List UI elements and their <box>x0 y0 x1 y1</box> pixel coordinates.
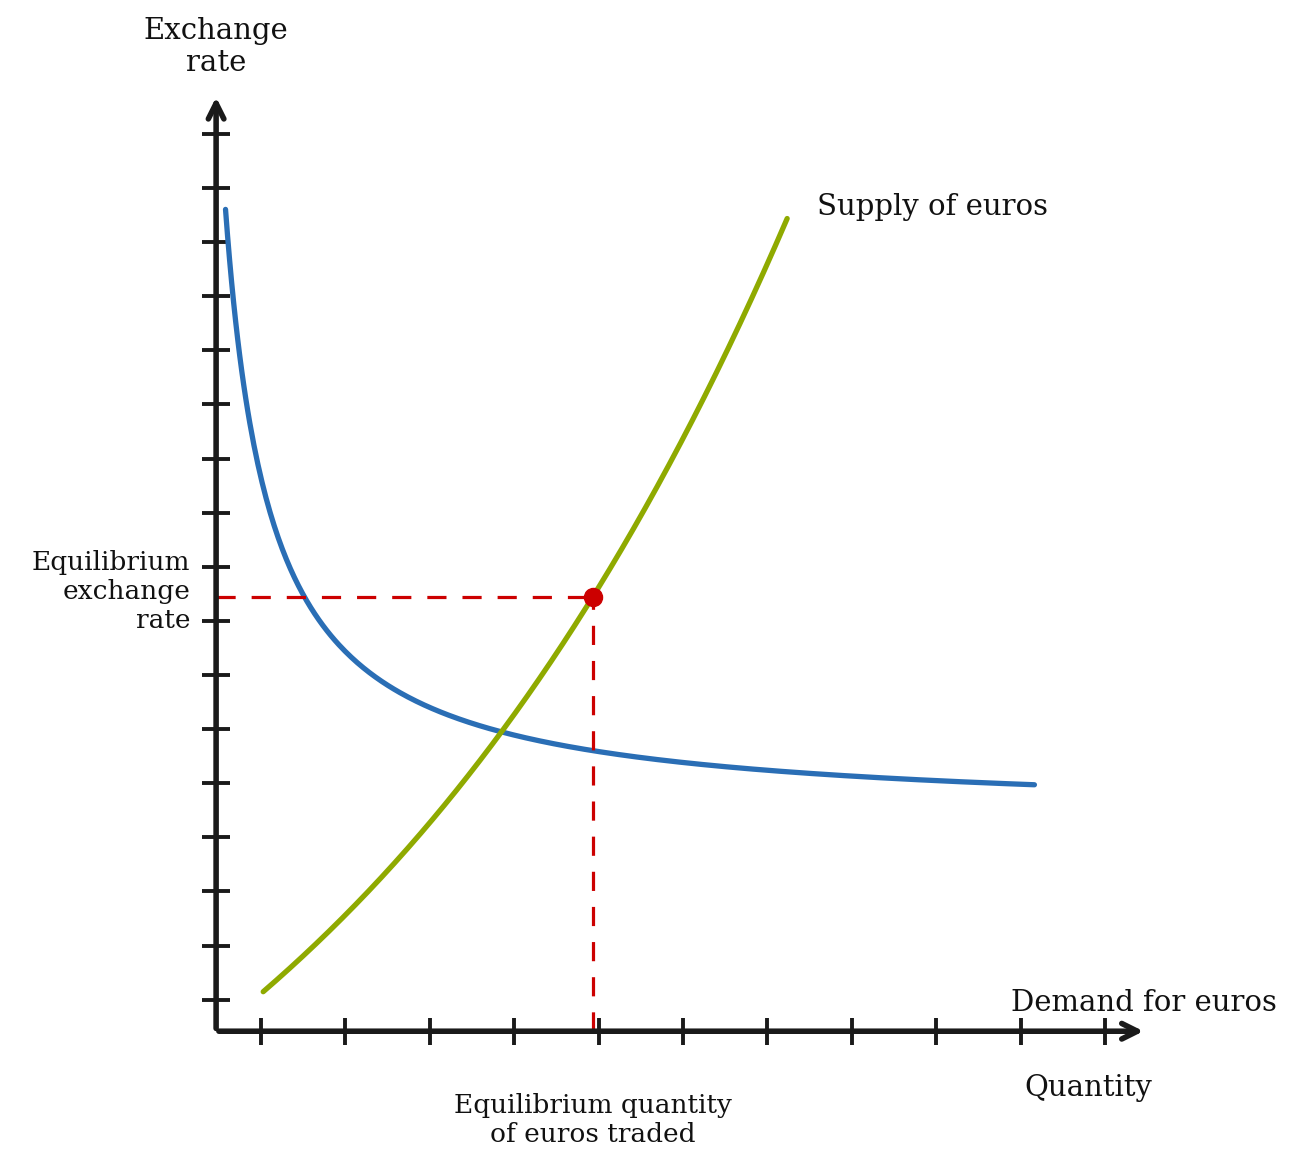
Text: Demand for euros: Demand for euros <box>1011 989 1276 1017</box>
Text: Quantity: Quantity <box>1024 1074 1152 1102</box>
Text: Supply of euros: Supply of euros <box>817 193 1048 221</box>
Text: Equilibrium
exchange
rate: Equilibrium exchange rate <box>31 550 191 632</box>
Text: Exchange
rate: Exchange rate <box>144 17 288 78</box>
Text: Equilibrium quantity
of euros traded: Equilibrium quantity of euros traded <box>454 1093 732 1147</box>
